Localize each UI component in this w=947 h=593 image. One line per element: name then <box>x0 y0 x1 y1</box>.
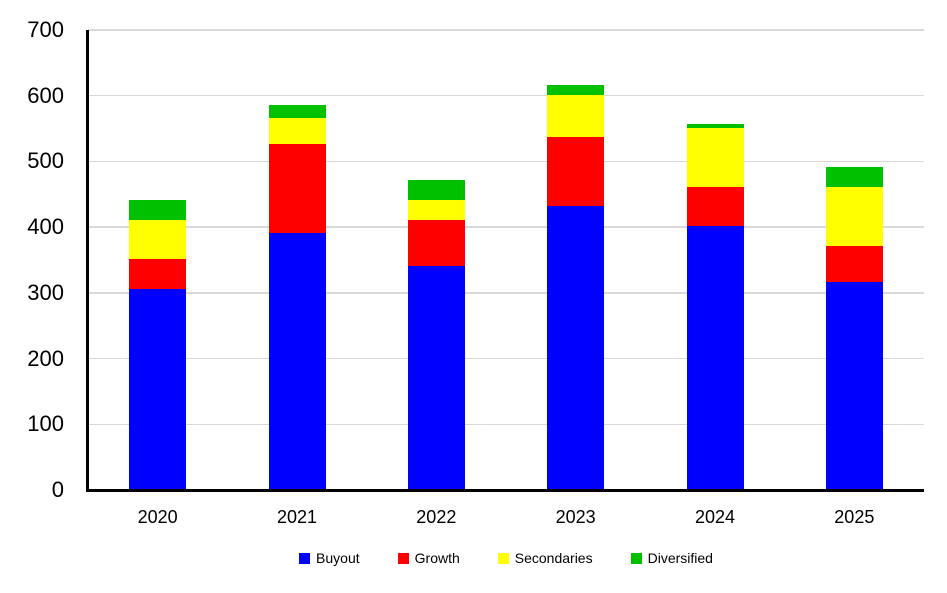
legend-item-growth: Growth <box>397 550 460 566</box>
legend-label: Growth <box>414 550 460 566</box>
bar-segment-2024-secondaries <box>686 127 744 187</box>
chart-legend: Buyout Growth Secondaries Diversified <box>88 550 924 566</box>
bar-segment-2022-diversified <box>407 180 465 200</box>
bar-segment-2023-diversified <box>547 84 605 95</box>
legend-label: Buyout <box>316 550 360 566</box>
legend-item-secondaries: Secondaries <box>497 550 593 566</box>
bar-segment-2024-diversified <box>686 124 744 128</box>
bar-2021 <box>268 104 326 489</box>
legend-swatch-icon <box>299 552 311 564</box>
legend-label: Diversified <box>647 550 713 566</box>
y-tick-label-500: 500 <box>27 148 64 174</box>
legend-item-buyout: Buyout <box>299 550 360 566</box>
y-tick-label-400: 400 <box>27 214 64 240</box>
y-tick-label-700: 700 <box>27 17 64 42</box>
gridline-300 <box>88 292 924 294</box>
y-tick-label-100: 100 <box>27 411 64 437</box>
y-tick-label-300: 300 <box>27 279 64 305</box>
bar-2022 <box>407 180 465 489</box>
x-tick-label-2025: 2025 <box>834 507 875 527</box>
y-axis-line <box>86 30 89 490</box>
legend-label: Secondaries <box>514 550 593 566</box>
bar-segment-2020-buyout <box>129 288 187 489</box>
bar-segment-2023-growth <box>547 137 605 207</box>
y-tick-label-0: 0 <box>51 477 64 502</box>
bar-segment-2021-growth <box>268 144 326 233</box>
x-tick-label-2024: 2024 <box>694 507 736 527</box>
legend-swatch-icon <box>497 552 509 564</box>
gridline-500 <box>88 160 924 163</box>
bar-segment-2025-buyout <box>825 282 883 489</box>
x-tick-label-2022: 2022 <box>416 507 457 527</box>
x-tick-label-2020: 2020 <box>137 507 178 527</box>
bar-segment-2021-diversified <box>268 104 326 118</box>
bar-2024 <box>686 124 744 489</box>
gridline-700 <box>88 29 924 31</box>
bar-segment-2025-secondaries <box>825 186 883 246</box>
bar-2025 <box>825 167 883 489</box>
bar-segment-2025-growth <box>825 245 883 282</box>
legend-item-diversified: Diversified <box>630 550 713 566</box>
x-tick-label-2023: 2023 <box>555 507 596 527</box>
bar-segment-2025-diversified <box>825 167 883 187</box>
legend-swatch-icon <box>397 552 409 564</box>
y-tick-label-200: 200 <box>27 345 64 371</box>
y-tick-label-600: 600 <box>27 82 64 108</box>
gridline-100 <box>88 423 924 426</box>
bar-segment-2020-secondaries <box>129 219 187 260</box>
bar-segment-2023-buyout <box>547 206 605 489</box>
bar-segment-2022-secondaries <box>407 199 465 220</box>
bar-segment-2023-secondaries <box>547 94 605 138</box>
bar-segment-2021-secondaries <box>268 117 326 145</box>
bar-segment-2022-growth <box>407 219 465 266</box>
bar-segment-2020-diversified <box>129 199 187 220</box>
gridline-400 <box>88 226 924 228</box>
bar-segment-2024-buyout <box>686 226 744 489</box>
bar-segment-2020-growth <box>129 259 187 289</box>
bar-2023 <box>547 84 605 489</box>
bar-segment-2024-growth <box>686 186 744 227</box>
x-axis-line <box>86 488 924 492</box>
bar-segment-2021-buyout <box>268 232 326 489</box>
legend-swatch-icon <box>630 552 642 564</box>
x-tick-label-2021: 2021 <box>276 507 318 527</box>
bar-2020 <box>129 199 187 489</box>
gridline-600 <box>88 94 924 97</box>
gridline-200 <box>88 357 924 360</box>
bar-segment-2022-buyout <box>407 265 465 489</box>
